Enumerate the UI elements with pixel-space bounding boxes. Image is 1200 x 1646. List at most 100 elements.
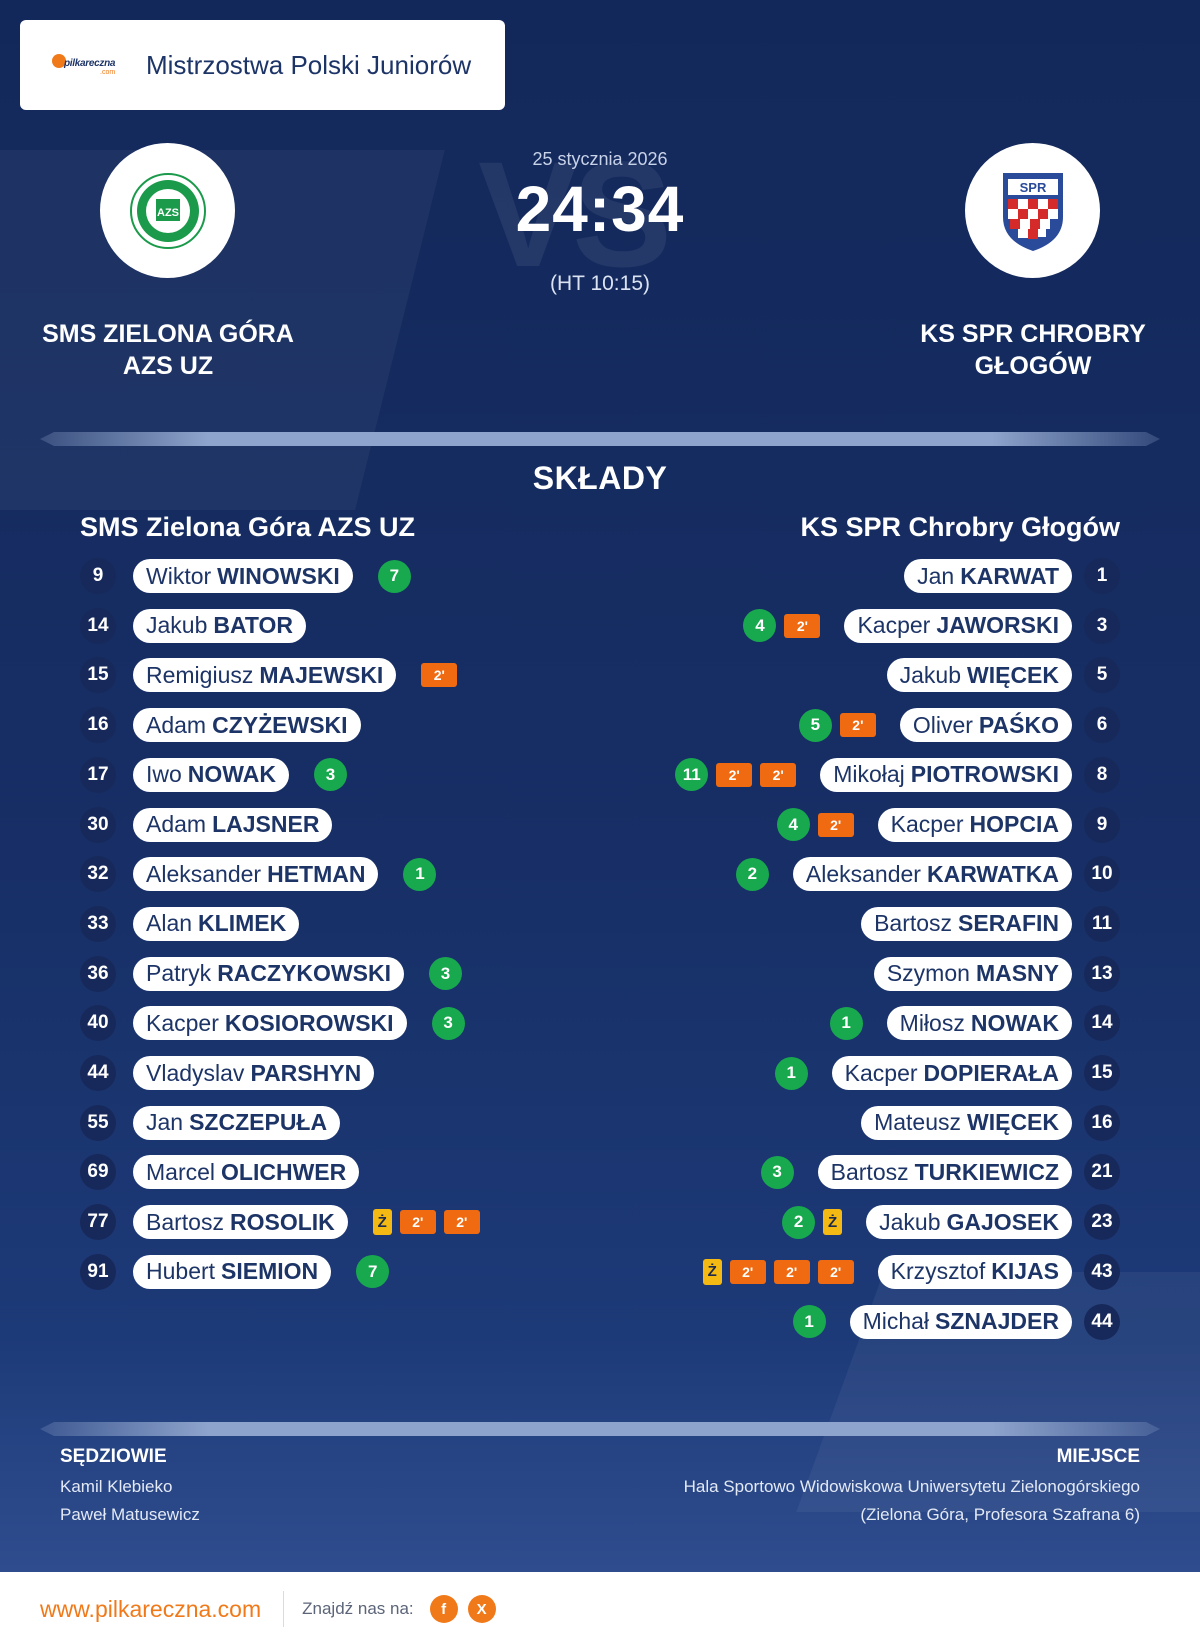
away-team-name-line: KS SPR CHROBRY <box>920 320 1146 348</box>
goals-badge: 1 <box>774 1056 808 1090</box>
player-number: 14 <box>80 607 116 644</box>
player-first-name: Jakub <box>879 1208 941 1235</box>
player-row: 14 Jakub BATOR <box>80 607 307 644</box>
ball-icon <box>52 54 66 68</box>
player-number: 10 <box>1084 856 1120 893</box>
site-link[interactable]: www.pilkareczna.com <box>40 1595 262 1622</box>
player-row: Mateusz WIĘCEK 16 <box>861 1104 1120 1141</box>
svg-text:SPR: SPR <box>1019 180 1046 195</box>
player-row: 30 Adam LAJSNER <box>80 806 333 843</box>
home-roster-title: SMS Zielona Góra AZS UZ <box>80 512 416 542</box>
goals-badge: 7 <box>356 1255 390 1289</box>
player-name: Bartosz SERAFIN <box>861 906 1072 941</box>
player-first-name: Bartosz <box>830 1158 909 1185</box>
two-minute-badge: 2' <box>716 762 753 787</box>
player-badges: 1 <box>403 857 437 891</box>
player-first-name: Aleksander <box>805 860 921 887</box>
player-first-name: Krzysztof <box>890 1258 986 1285</box>
goals-badge: 3 <box>428 957 462 991</box>
azs-crest-icon: AZS <box>129 172 206 249</box>
player-last-name: SERAFIN <box>958 910 1059 937</box>
goals-badge: 2 <box>782 1205 816 1239</box>
goals-badge: 2 <box>735 857 769 891</box>
player-number: 3 <box>1084 607 1120 644</box>
player-number: 36 <box>80 955 116 992</box>
player-first-name: Adam <box>146 811 207 837</box>
player-first-name: Aleksander <box>146 860 262 887</box>
player-first-name: Michał <box>862 1308 930 1334</box>
two-minute-badge: 2' <box>817 1259 854 1284</box>
pilkareczna-logo[interactable]: pilkareczna .com <box>50 50 128 80</box>
player-number: 30 <box>80 806 116 843</box>
player-first-name: Vladyslav <box>146 1059 245 1086</box>
player-number: 69 <box>80 1154 116 1191</box>
player-number: 21 <box>1084 1154 1120 1191</box>
player-name: Kacper HOPCIA <box>877 807 1072 842</box>
player-name: Bartosz ROSOLIK <box>133 1205 348 1240</box>
player-name: Miłosz NOWAK <box>886 1006 1072 1041</box>
player-row: 2 Ż Jakub GAJOSEK 23 <box>782 1204 1120 1241</box>
player-last-name: CZYŻEWSKI <box>212 711 348 738</box>
player-number: 9 <box>1084 806 1120 843</box>
player-first-name: Iwo <box>146 761 182 788</box>
player-first-name: Jakub <box>146 612 208 639</box>
player-number: 1 <box>1084 558 1120 594</box>
venue-name: Hala Sportowo Widowiskowa Uniwersytetu Z… <box>683 1477 1140 1496</box>
player-number: 5 <box>1084 657 1120 694</box>
player-first-name: Mateusz <box>874 1109 961 1136</box>
two-minute-badge: 2' <box>839 713 876 738</box>
logo-sub: .com <box>100 69 116 76</box>
player-last-name: KOSIOROWSKI <box>224 1009 394 1036</box>
player-number: 44 <box>80 1055 116 1091</box>
player-last-name: NOWAK <box>187 761 276 788</box>
player-last-name: DOPIERAŁA <box>923 1059 1059 1086</box>
facebook-icon[interactable]: f <box>429 1595 458 1623</box>
player-name: Kacper JAWORSKI <box>844 608 1072 643</box>
player-row: 1 Miłosz NOWAK 14 <box>829 1005 1120 1042</box>
player-last-name: KLIMEK <box>198 910 287 937</box>
player-first-name: Adam <box>146 711 207 738</box>
player-name: Mikołaj PIOTROWSKI <box>820 757 1072 792</box>
player-number: 16 <box>1084 1104 1120 1141</box>
player-badges: Ż 2' 2' <box>372 1209 480 1236</box>
two-minute-badge: 2' <box>729 1259 766 1284</box>
player-number: 55 <box>80 1104 116 1141</box>
player-badges: 3 <box>428 957 462 991</box>
spr-crest-icon: SPR <box>1002 172 1063 251</box>
player-name: Wiktor WINOWSKI <box>133 559 353 593</box>
player-name: Aleksander KARWATKA <box>792 857 1072 892</box>
player-badges: 1 <box>792 1305 826 1338</box>
player-badges: 7 <box>377 559 411 593</box>
match-date: 25 stycznia 2026 <box>532 149 668 169</box>
player-first-name: Kacper <box>146 1009 219 1036</box>
goals-badge: 4 <box>776 808 810 841</box>
player-name: Kacper DOPIERAŁA <box>831 1056 1072 1090</box>
player-first-name: Bartosz <box>874 910 953 937</box>
player-number: 17 <box>80 756 116 793</box>
player-badges: 3 <box>313 758 347 792</box>
player-row: Szymon MASNY 13 <box>873 955 1120 992</box>
goals-badge: 1 <box>792 1305 826 1338</box>
two-minute-badge: 2' <box>760 762 797 787</box>
player-name: Iwo NOWAK <box>133 757 289 792</box>
player-first-name: Patryk <box>146 960 212 987</box>
referee-name: Kamil Klebieko <box>60 1477 173 1496</box>
player-number: 15 <box>1084 1055 1120 1091</box>
goals-badge: 1 <box>829 1006 863 1040</box>
player-number: 43 <box>1084 1253 1120 1290</box>
player-first-name: Kacper <box>857 612 931 639</box>
player-row: 55 Jan SZCZEPUŁA <box>80 1104 341 1141</box>
player-name: Jakub WIĘCEK <box>886 658 1072 693</box>
player-last-name: ROSOLIK <box>229 1208 335 1235</box>
player-last-name: JAWORSKI <box>936 612 1059 639</box>
player-row: 4 2' Kacper JAWORSKI 3 <box>743 607 1120 644</box>
player-name: Jakub GAJOSEK <box>866 1205 1072 1240</box>
player-first-name: Jakub <box>899 661 961 688</box>
logo-text: pilkareczna <box>64 58 116 69</box>
player-row: 16 Adam CZYŻEWSKI <box>80 707 361 744</box>
player-badges: 7 <box>356 1255 390 1289</box>
player-badges: 2' <box>421 663 458 688</box>
x-icon[interactable]: X <box>467 1595 496 1623</box>
player-first-name: Jan <box>146 1109 184 1136</box>
player-row: 32 Aleksander HETMAN 1 <box>80 856 437 893</box>
